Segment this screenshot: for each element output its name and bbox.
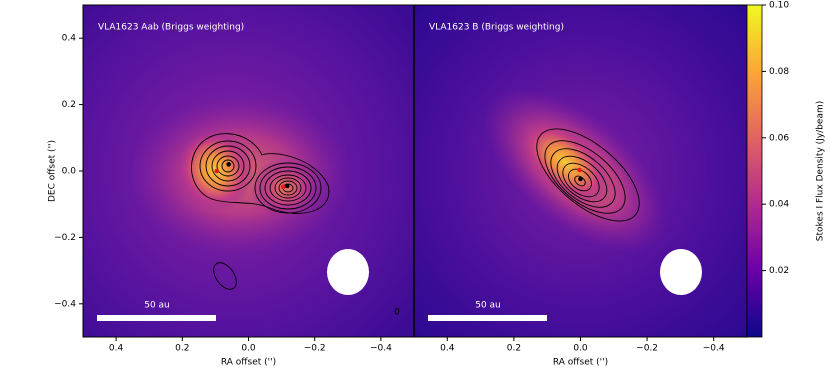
colorbar-label: Stokes I Flux Density (Jy/beam) xyxy=(816,101,826,241)
x-tick-label: −0.4 xyxy=(370,344,392,354)
colorbar xyxy=(746,4,763,338)
y-tick-label: −0.4 xyxy=(54,299,76,309)
panel-title: VLA1623 Aab (Briggs weighting) xyxy=(98,23,244,33)
x-tick-label: 0.2 xyxy=(507,344,521,354)
annotation: 0 xyxy=(394,308,400,318)
panel-title: VLA1623 B (Briggs weighting) xyxy=(429,23,564,33)
source-marker xyxy=(226,162,231,167)
source-marker xyxy=(577,167,582,173)
scale-bar xyxy=(97,315,216,321)
y-tick-label: 0.2 xyxy=(62,100,76,110)
colorbar-tick-label: 0.10 xyxy=(769,1,789,11)
scale-bar xyxy=(428,315,547,321)
source-marker xyxy=(214,168,220,174)
source-marker xyxy=(280,184,286,190)
y-tick-label: 0.0 xyxy=(62,167,77,177)
colorbar-tick-label: 0.02 xyxy=(769,266,789,276)
x-tick-label: −0.2 xyxy=(304,344,326,354)
source-marker xyxy=(284,183,290,189)
x-tick-label: −0.2 xyxy=(636,344,658,354)
scale-bar-label: 50 au xyxy=(144,301,170,311)
x-tick-label: 0.0 xyxy=(241,344,256,354)
colorbar-tick-label: 0.08 xyxy=(769,67,789,77)
panel-image xyxy=(83,5,414,337)
source-marker xyxy=(578,176,583,182)
x-axis-label: RA offset ('') xyxy=(221,358,276,368)
x-tick-label: 0.4 xyxy=(109,344,124,354)
x-tick-label: 0.2 xyxy=(175,344,189,354)
x-tick-label: 0.0 xyxy=(573,344,588,354)
scale-bar-label: 50 au xyxy=(475,301,501,311)
x-tick-label: −0.4 xyxy=(703,344,725,354)
y-axis-label: DEC offset ('') xyxy=(48,140,58,202)
y-tick-label: −0.2 xyxy=(54,233,76,243)
x-axis-label: RA offset ('') xyxy=(553,358,608,368)
x-tick-label: 0.4 xyxy=(440,344,455,354)
colorbar-tick-label: 0.06 xyxy=(769,133,789,143)
y-tick-label: 0.4 xyxy=(62,34,77,44)
colorbar-tick-label: 0.04 xyxy=(769,200,789,210)
